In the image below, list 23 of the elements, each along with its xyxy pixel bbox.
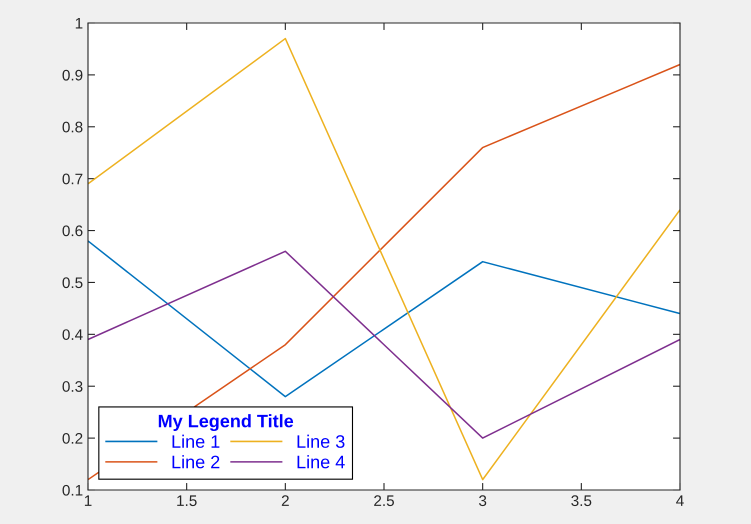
- y-tick-label: 1: [76, 18, 82, 29]
- y-tick-label: 0.5: [62, 277, 82, 288]
- x-tick-label: 3: [479, 495, 486, 506]
- x-tick-label: 1: [84, 495, 92, 506]
- y-tick-label: 0.9: [62, 70, 82, 81]
- line-series: [88, 240, 680, 398]
- y-tick-label: 0.8: [62, 122, 82, 132]
- y-tick-label: 0.3: [62, 381, 82, 392]
- legend-title: My Legend Title: [158, 414, 294, 432]
- x-tick-label: 2.5: [374, 495, 394, 506]
- y-tick-label: 0.6: [62, 225, 82, 236]
- x-tick-label: 3.5: [571, 495, 592, 506]
- y-tick-label: 0.1: [62, 484, 82, 496]
- legend-label: Line 2: [172, 455, 220, 468]
- legend-label: Line 1: [172, 434, 220, 448]
- x-tick-label: 2: [282, 495, 289, 506]
- y-tick-label: 0.2: [62, 432, 82, 444]
- legend-label: Line 4: [298, 455, 345, 468]
- x-tick-label: 1.5: [177, 495, 197, 506]
- y-tick-label: 0.7: [62, 174, 82, 184]
- y-tick-label: 0.4: [62, 329, 83, 340]
- legend-label: Line 3: [298, 434, 344, 448]
- x-tick-label: 4: [676, 495, 684, 506]
